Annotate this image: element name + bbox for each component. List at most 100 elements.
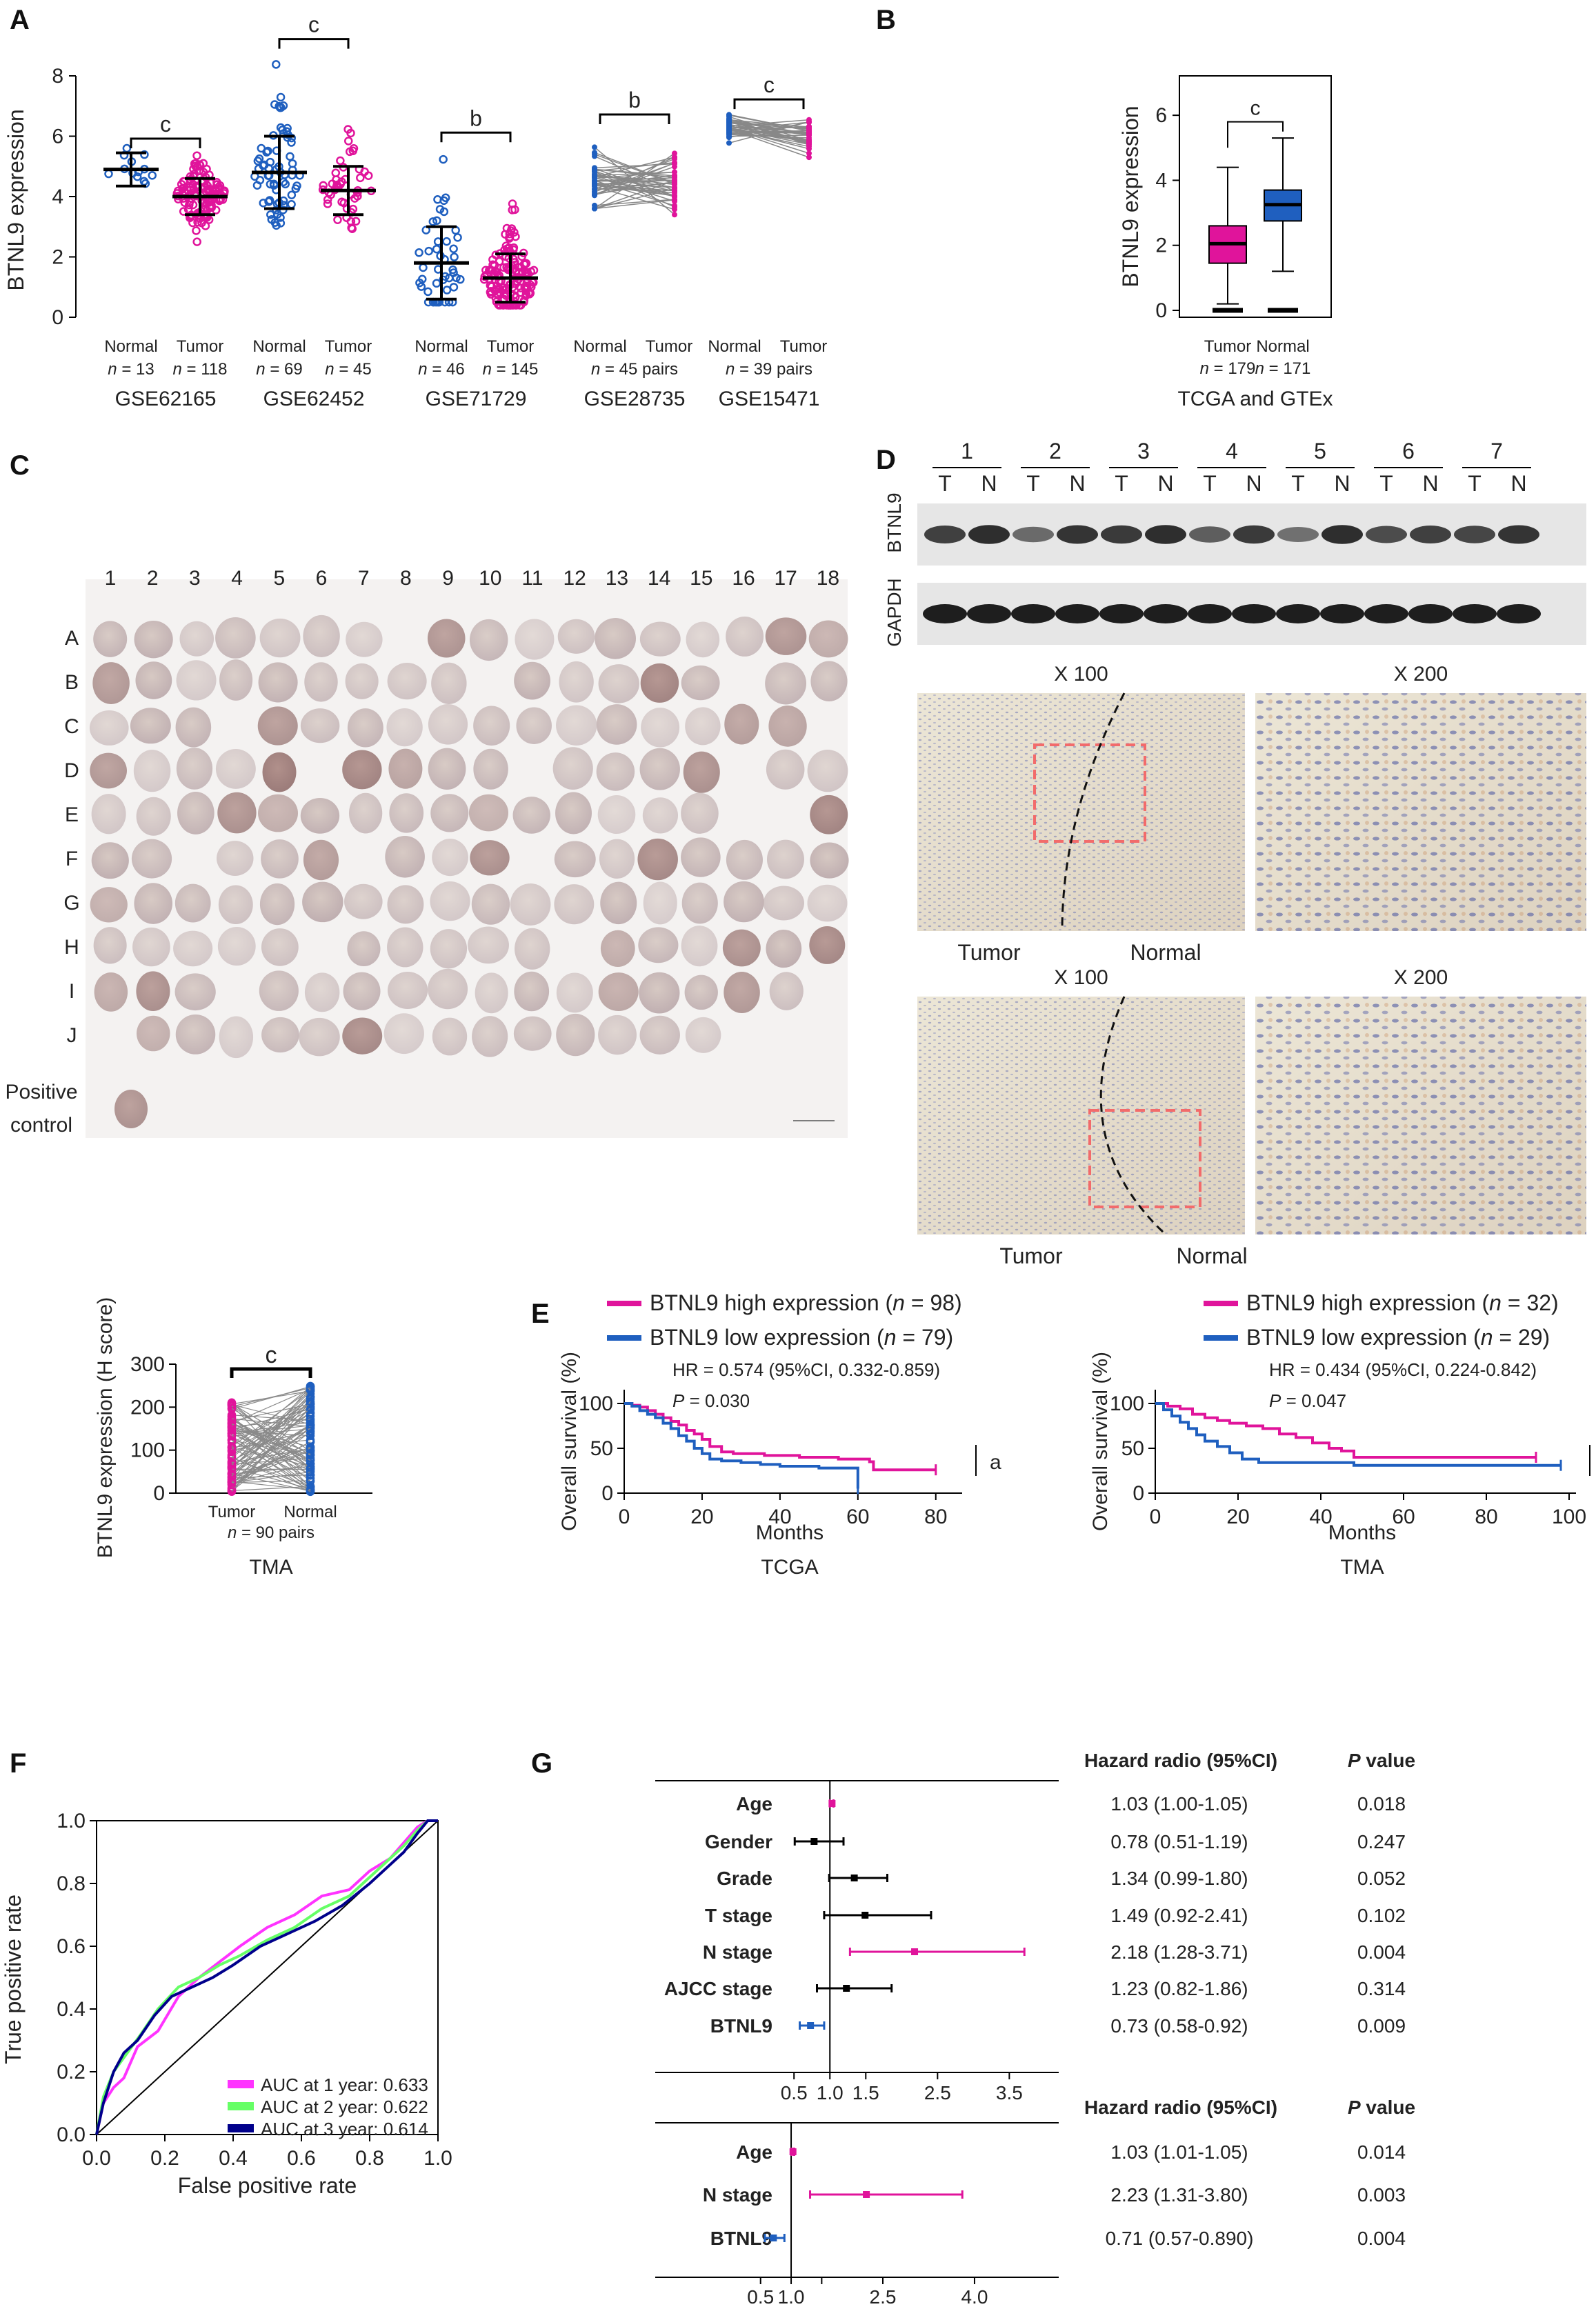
normal-point xyxy=(592,150,597,156)
data-point xyxy=(287,190,297,200)
btnl9-band xyxy=(1277,527,1319,542)
arm-label: Normal xyxy=(573,337,626,356)
arm-label: Tumor xyxy=(487,337,534,356)
tissue-core xyxy=(132,927,170,967)
tissue-core xyxy=(684,974,718,1010)
lane-sub-label: T xyxy=(1468,471,1482,496)
column-label: 8 xyxy=(400,567,412,590)
normal-point xyxy=(306,1415,315,1423)
tissue-core xyxy=(515,619,555,660)
data-point xyxy=(423,287,432,297)
normal-point xyxy=(592,144,597,150)
region-label: Tumor xyxy=(957,940,1021,965)
tissue-core xyxy=(215,617,256,659)
normal-point xyxy=(306,1468,315,1477)
lane-number: 1 xyxy=(961,439,973,463)
hr-point xyxy=(843,1985,850,1992)
y-tick-label: 0.4 xyxy=(57,1998,86,2021)
pair-line xyxy=(231,1402,311,1469)
survival-curve-high xyxy=(624,1402,936,1472)
tumor-point xyxy=(672,169,677,175)
zoom-region-box xyxy=(1033,743,1146,843)
tissue-core xyxy=(598,1014,637,1055)
pair-line xyxy=(728,124,810,136)
data-point xyxy=(500,285,510,294)
tissue-core xyxy=(552,747,593,790)
tissue-core xyxy=(299,1017,340,1057)
positive-control-core xyxy=(114,1090,148,1128)
pair-line xyxy=(231,1425,311,1475)
significance-label: c xyxy=(160,112,171,137)
pair-line xyxy=(231,1432,311,1475)
data-point xyxy=(265,197,274,206)
x-tick-label: 0.4 xyxy=(219,2147,248,2170)
pair-line xyxy=(231,1405,311,1464)
x-tick-label: 1.5 xyxy=(852,2082,879,2103)
significance-bracket xyxy=(230,1367,312,1378)
column-label: 11 xyxy=(521,567,543,590)
arm-n-label: n = 145 xyxy=(483,360,539,379)
tissue-core xyxy=(176,748,213,790)
tissue-core xyxy=(515,928,550,970)
tissue-core xyxy=(428,748,466,790)
data-point xyxy=(188,179,198,189)
lane-number: 6 xyxy=(1402,439,1415,463)
tissue-core xyxy=(726,839,763,880)
survival-curve-low xyxy=(1155,1402,1561,1467)
data-point xyxy=(433,195,442,204)
btnl9-band xyxy=(1454,526,1495,543)
data-point xyxy=(499,263,508,272)
y-tick-label: 0.0 xyxy=(57,2123,86,2146)
y-tick-label: 4 xyxy=(52,186,63,208)
y-tick-label: 50 xyxy=(590,1437,613,1460)
column-label: 16 xyxy=(732,567,755,590)
y-axis-label: True positive rate xyxy=(1,1895,26,2064)
hr-value: 1.23 (0.82-1.86) xyxy=(1110,1978,1248,1999)
tumor-point xyxy=(806,124,812,130)
p-value: 0.009 xyxy=(1357,2015,1406,2037)
data-point xyxy=(432,216,441,226)
y-tick-label: 300 xyxy=(130,1353,165,1376)
data-point xyxy=(419,263,428,272)
btnl9-band xyxy=(1410,526,1451,543)
tissue-core xyxy=(599,839,635,879)
column-label: 9 xyxy=(442,567,454,590)
tissue-core xyxy=(304,972,340,1012)
ihc-micrograph xyxy=(917,996,1245,1236)
data-point xyxy=(449,283,459,292)
data-point xyxy=(450,252,459,261)
data-point xyxy=(521,291,530,301)
pair-line xyxy=(728,134,810,139)
tissue-core xyxy=(387,972,428,1009)
micrograph-cells xyxy=(1255,997,1586,1235)
data-point xyxy=(259,161,268,170)
tumor-point xyxy=(806,150,812,157)
significance-bracket xyxy=(1227,121,1284,148)
tissue-core xyxy=(90,887,128,923)
x-tick-label: 0 xyxy=(619,1506,630,1528)
tumor-point xyxy=(227,1436,237,1446)
column-label: 17 xyxy=(775,567,797,590)
x-tick-label: 0.2 xyxy=(150,2147,179,2170)
y-axis-label: Overall survival (%) xyxy=(1089,1352,1112,1531)
tissue-core xyxy=(136,797,171,836)
tissue-core xyxy=(765,662,807,705)
data-point xyxy=(442,237,451,246)
pair-line xyxy=(728,119,810,128)
tissue-core xyxy=(261,928,299,966)
btnl9-band xyxy=(1233,525,1275,544)
tissue-core xyxy=(637,838,678,881)
x-tick-label: 20 xyxy=(1226,1506,1249,1528)
tissue-core xyxy=(262,752,297,792)
panel-label-f: F xyxy=(10,1748,26,1779)
tissue-core xyxy=(470,840,510,876)
tissue-core xyxy=(93,927,127,964)
tissue-core xyxy=(510,883,551,926)
tissue-core xyxy=(763,886,804,921)
column-label: 5 xyxy=(273,567,285,590)
arm-n-label: n = 69 xyxy=(256,360,302,379)
tissue-core xyxy=(554,841,596,878)
data-point xyxy=(344,137,353,146)
normal-point xyxy=(726,117,732,123)
p-value: 0.052 xyxy=(1357,1868,1406,1889)
